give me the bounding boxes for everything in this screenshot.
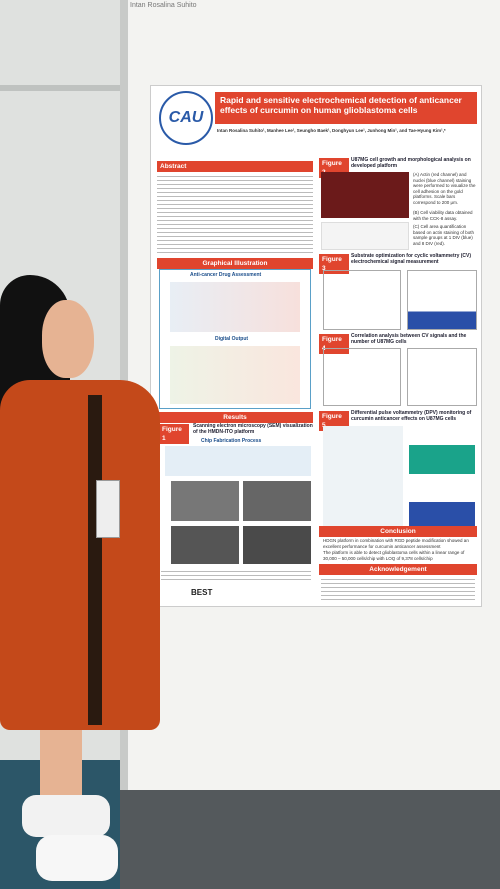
dress	[0, 380, 160, 730]
figure-note: (C) Cell area quantification based on ac…	[413, 224, 475, 246]
section-header: Abstract	[157, 161, 313, 172]
illustration-heading: Digital Output	[215, 336, 249, 342]
acknowledgement-text	[321, 576, 475, 602]
diagram	[170, 282, 300, 332]
section-header: Acknowledgement	[319, 564, 477, 575]
chart-image	[407, 348, 477, 406]
figure-caption: Scanning electron microscopy (SEM) visua…	[193, 423, 313, 435]
chart-image	[323, 348, 401, 406]
conclusion-point: HDGN platform in combination with RGD pe…	[323, 538, 469, 549]
figure-caption: Substrate optimization for cyclic voltam…	[351, 253, 472, 265]
sem-image	[243, 526, 311, 564]
sem-image	[171, 526, 239, 564]
figure-label: Figure 1	[159, 424, 189, 444]
poster: CAU Rapid and sensitive electrochemical …	[150, 85, 482, 607]
diagram	[170, 346, 300, 404]
chart-image	[409, 426, 475, 474]
logo: CAU	[159, 91, 213, 145]
figure-caption: Correlation analysis between CV signals …	[351, 333, 467, 345]
figure-caption: Differential pulse voltammetry (DPV) mon…	[351, 410, 472, 422]
poster-title: Rapid and sensitive electrochemical dete…	[215, 92, 477, 124]
shoe	[36, 835, 118, 881]
illustration: Anti-cancer Drug Assessment Digital Outp…	[159, 269, 311, 409]
sem-image	[171, 481, 239, 521]
section-header: Results	[157, 412, 313, 423]
chart-image	[409, 478, 475, 526]
footer-logo: BEST	[191, 588, 213, 597]
figure-caption: U87MG cell growth and morphological anal…	[351, 157, 471, 169]
leg	[40, 730, 62, 805]
figure-note: (B) Cell viability data obtained with th…	[413, 210, 473, 221]
chart-image	[407, 270, 477, 330]
authors: Intan Rosalina Suhito¹, Manhee Lee¹, Seu…	[217, 128, 446, 133]
section-header: Conclusion	[319, 526, 477, 537]
figure-subheading: Chip Fabrication Process	[201, 438, 262, 444]
figure-label: Figure 3	[319, 254, 349, 274]
section-header: Graphical Illustration	[157, 258, 313, 269]
conclusion-point: The platform is able to detect glioblast…	[323, 550, 465, 561]
diagram	[165, 446, 311, 476]
microscopy-image	[321, 172, 409, 218]
bar-chart-image	[321, 222, 409, 250]
face	[42, 300, 94, 378]
chart-image	[323, 270, 401, 330]
name-badge	[96, 480, 120, 538]
shoe	[22, 795, 110, 837]
illustration-heading: Anti-cancer Drug Assessment	[190, 272, 262, 278]
wall-rail	[0, 85, 130, 91]
sem-image	[243, 481, 311, 521]
diagram	[323, 426, 403, 526]
abstract-text	[157, 173, 313, 255]
dress-pattern	[88, 395, 102, 725]
board-sign: Intan Rosalina Suhito	[130, 2, 197, 9]
figure-note: (A) Actin (red channel) and nuclei (blue…	[413, 172, 476, 205]
caption-text	[161, 568, 311, 582]
